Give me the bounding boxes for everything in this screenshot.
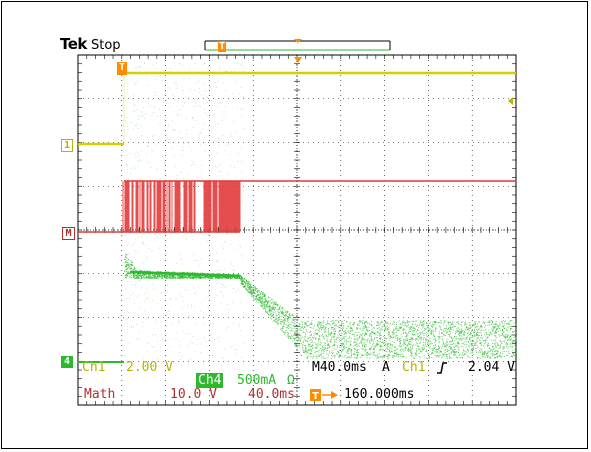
ch4-label: Ch4 — [196, 373, 224, 388]
math-time: 40.0ms — [248, 387, 295, 402]
ch4-scale: 500mA — [237, 373, 277, 388]
ch4-ground-marker[interactable]: 4 — [61, 356, 73, 368]
math-ground-marker[interactable]: M — [62, 227, 75, 240]
trigger-source: Ch1 — [402, 360, 426, 375]
ch1-label: Ch1 — [82, 360, 106, 375]
ch4-waveform — [78, 62, 517, 363]
math-label: Math — [84, 387, 116, 402]
trigger-offset-icon: T — [310, 389, 338, 402]
trigger-level-icon — [508, 97, 513, 105]
trigger-position-arrow-icon — [294, 39, 302, 43]
ch4-unit: Ω — [287, 373, 295, 388]
trigger-position-marker[interactable]: T — [117, 62, 127, 75]
trigger-mode: A — [382, 360, 390, 375]
math-waveform — [78, 180, 516, 233]
trigger-level: 2.04 V — [468, 360, 515, 375]
record-trigger-marker: T — [218, 41, 226, 52]
graticule — [77, 54, 517, 406]
trigger-offset: 160.000ms — [344, 387, 415, 402]
timebase: M40.0ms — [312, 360, 367, 375]
ch1-ground-marker[interactable]: 1 — [61, 139, 73, 152]
rising-edge-icon — [437, 362, 447, 374]
ch1-waveform — [78, 71, 516, 146]
brand-logo: Tek — [60, 35, 87, 53]
trigger-point-icon — [294, 57, 302, 63]
ch1-scale: 2.00 V — [126, 360, 173, 375]
record-bar — [204, 39, 391, 51]
acquisition-state: Stop — [91, 38, 121, 53]
math-scale: 10.0 V — [170, 387, 217, 402]
